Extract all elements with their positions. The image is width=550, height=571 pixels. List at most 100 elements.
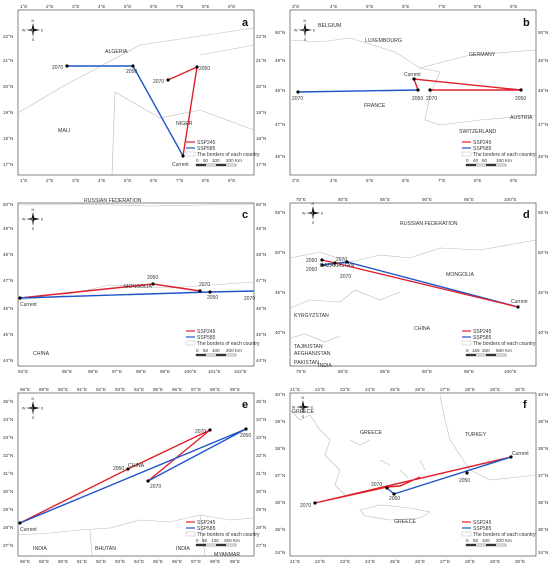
country-label: LUXEMBOURG xyxy=(365,38,402,44)
compass-icon: N S W E xyxy=(22,208,44,231)
point-label: 2070 xyxy=(340,274,351,280)
tick-label: 18°N xyxy=(3,136,13,141)
tick-label: 80°E xyxy=(338,197,348,202)
tick-label: 3°E xyxy=(292,178,299,183)
tick-label: 80°E xyxy=(338,369,348,374)
scale-label: 50 xyxy=(203,158,209,163)
legend-ssp585: SSP585 xyxy=(197,526,216,532)
tick-label: 2°E xyxy=(46,178,53,183)
tick-label: 6°E xyxy=(402,178,409,183)
tick-label: 26°E xyxy=(415,559,425,564)
scale-label: 660 Km xyxy=(496,348,512,353)
tick-label: 30°N xyxy=(256,489,266,494)
country-label: INDIA xyxy=(33,546,47,552)
panel-e: 2050 2070 2070 2050 Current CHINA INDIA … xyxy=(3,387,266,564)
point-marker xyxy=(385,486,389,490)
tick-label: 1°E xyxy=(20,4,27,9)
tick-label: 75°E xyxy=(296,369,306,374)
legend-ssp245: SSP245 xyxy=(473,329,492,335)
point-marker xyxy=(166,78,170,82)
tick-label: 85°E xyxy=(380,197,390,202)
compass-n: N xyxy=(304,19,307,23)
tick-label: 27°N xyxy=(3,543,13,548)
tick-label: 6°E xyxy=(150,4,157,9)
legend-ssp585: SSP585 xyxy=(197,146,216,152)
tick-label: 99°E xyxy=(160,369,170,374)
tick-label: 39°N xyxy=(538,419,548,424)
tick-label: 40°N xyxy=(275,392,285,397)
tick-label: 90°E xyxy=(422,369,432,374)
tick-label: 48°N xyxy=(275,88,285,93)
tick-label: 46°N xyxy=(275,154,285,159)
tick-label: 31°N xyxy=(3,471,13,476)
border-line xyxy=(17,514,255,536)
tick-label: 99°E xyxy=(230,387,240,392)
point-marker xyxy=(195,65,199,69)
legend: SSP245 SSP585 The borders of each countr… xyxy=(185,140,260,158)
point-marker xyxy=(146,479,150,483)
tick-label: 5°E xyxy=(366,178,373,183)
compass-e: E xyxy=(313,28,316,32)
tick-label: 50°N xyxy=(275,250,285,255)
tick-label: 9°E xyxy=(510,178,517,183)
scale-label: 330 xyxy=(482,348,490,353)
tick-label: 97°E xyxy=(112,369,122,374)
legend-borders: The borders of each country xyxy=(473,152,536,158)
tick-label: 96°E xyxy=(88,369,98,374)
tick-label: 46°N xyxy=(3,306,13,311)
scale-label: 50 xyxy=(473,538,479,543)
panel-a-yticks: 22°N 21°N 20°N 19°N 18°N 17°N 22°N 21°N … xyxy=(3,34,266,167)
scale-label: 50 xyxy=(203,348,209,353)
country-label: RUSSIAN FEDERATION xyxy=(400,221,458,227)
tick-label: 25°E xyxy=(390,387,400,392)
point-marker xyxy=(333,261,337,265)
country-label: GERMANY xyxy=(469,52,496,58)
compass-e: E xyxy=(311,405,314,409)
tick-label: 55°N xyxy=(275,210,285,215)
scale-bar: 0 50 100 200 Km xyxy=(465,538,512,547)
point-label: 2050 xyxy=(412,96,423,102)
country-label: KAZAKHSTAN xyxy=(320,263,354,269)
scale-label: 80 xyxy=(482,158,488,163)
compass-w: W xyxy=(294,28,298,32)
country-label: MYANMAR xyxy=(214,552,240,558)
border-line xyxy=(289,409,346,496)
tick-label: 92°E xyxy=(96,387,106,392)
tick-label: 8°E xyxy=(202,4,209,9)
tick-label: 49°N xyxy=(275,58,285,63)
tick-label: 27°E xyxy=(440,387,450,392)
tick-label: 47°N xyxy=(3,278,13,283)
compass-w: W xyxy=(292,405,296,409)
tick-label: 48°N xyxy=(538,88,548,93)
tick-label: 89°E xyxy=(39,387,49,392)
tick-label: 36°N xyxy=(275,500,285,505)
point-label: 2050 xyxy=(147,275,158,281)
point-marker xyxy=(519,88,523,92)
point-marker xyxy=(181,154,185,158)
tick-label: 31°N xyxy=(256,471,266,476)
tick-label: 96°E xyxy=(172,559,182,564)
tick-label: 93°E xyxy=(115,559,125,564)
tick-label: 102°E xyxy=(234,369,247,374)
tick-label: 90°E xyxy=(422,197,432,202)
tick-label: 97°E xyxy=(191,387,201,392)
point-marker xyxy=(131,64,135,68)
tick-label: 21°E xyxy=(290,559,300,564)
tick-label: 35°N xyxy=(275,527,285,532)
scale-label: 200 Km xyxy=(226,158,242,163)
tick-label: 90°E xyxy=(58,387,68,392)
border-line xyxy=(289,289,401,309)
point-label: 2070 xyxy=(150,484,161,490)
tick-label: 35°N xyxy=(256,399,266,404)
panel-f-xticks: 21°E 22°E 23°E 24°E 25°E 26°E 27°E 28°E … xyxy=(290,387,525,564)
compass-s: S xyxy=(302,415,305,419)
tick-label: 7°E xyxy=(438,4,445,9)
scale-label: 200 Km xyxy=(496,538,512,543)
tick-label: 49°N xyxy=(3,226,13,231)
tick-label: 29°N xyxy=(256,507,266,512)
point-marker xyxy=(509,455,513,459)
panel-c: Current 2050 2070 2050 2070 RUSSIAN FEDE… xyxy=(3,198,266,374)
country-label: SWITZERLAND xyxy=(459,129,496,135)
compass-e: E xyxy=(41,406,44,410)
